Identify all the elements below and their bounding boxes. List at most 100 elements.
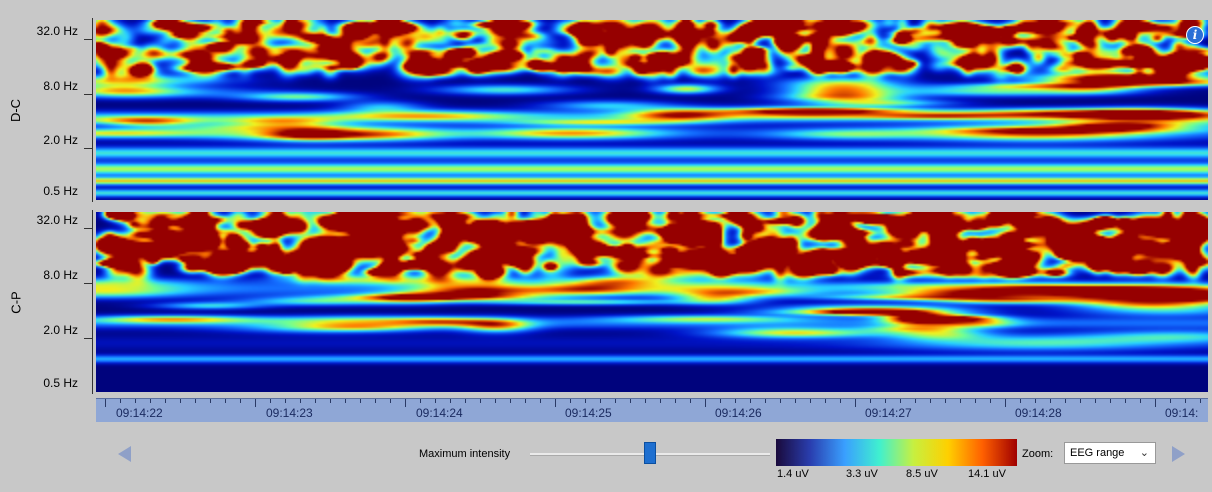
- time-tick: [300, 399, 301, 403]
- time-tick: [870, 399, 871, 403]
- spectrogram-c-p[interactable]: [96, 212, 1208, 392]
- time-label: 09:14:28: [1015, 406, 1062, 420]
- time-tick: [1200, 399, 1201, 403]
- time-tick: [1020, 399, 1021, 403]
- freq-tick-label: 0.5 Hz: [43, 184, 78, 198]
- time-tick: [420, 399, 421, 403]
- time-tick: [585, 399, 586, 403]
- spectrogram-d-c[interactable]: [96, 20, 1208, 200]
- time-tick: [690, 399, 691, 403]
- time-tick: [630, 399, 631, 403]
- time-label: 09:14:27: [865, 406, 912, 420]
- chevron-down-icon: ⌄: [1139, 447, 1149, 459]
- freq-tick-mark: [84, 94, 92, 95]
- freq-tick-label: 8.0 Hz: [43, 268, 78, 282]
- time-tick: [960, 399, 961, 403]
- time-tick: [180, 399, 181, 403]
- freq-tick-label: 2.0 Hz: [43, 133, 78, 147]
- time-tick: [120, 399, 121, 403]
- time-label: 09:14:22: [116, 406, 163, 420]
- time-tick: [765, 399, 766, 403]
- time-tick: [1050, 399, 1051, 403]
- time-tick: [1170, 399, 1171, 403]
- time-tick: [1140, 399, 1141, 403]
- freq-tick-label: 8.0 Hz: [43, 79, 78, 93]
- time-tick: [1110, 399, 1111, 403]
- time-tick: [735, 399, 736, 403]
- time-tick: [255, 399, 256, 407]
- time-tick: [1125, 399, 1126, 403]
- time-tick: [750, 399, 751, 403]
- freq-tick-mark: [84, 148, 92, 149]
- time-tick: [1005, 399, 1006, 407]
- time-tick: [390, 399, 391, 403]
- time-tick: [1185, 399, 1186, 403]
- zoom-select[interactable]: EEG range ⌄: [1064, 442, 1156, 464]
- time-tick: [195, 399, 196, 403]
- time-tick: [645, 399, 646, 403]
- time-tick: [285, 399, 286, 403]
- time-tick: [975, 399, 976, 403]
- time-label: 09:14:: [1165, 406, 1199, 420]
- time-tick: [375, 399, 376, 403]
- time-label: 09:14:23: [266, 406, 313, 420]
- time-tick: [135, 399, 136, 403]
- zoom-select-value: EEG range: [1070, 447, 1125, 459]
- time-tick: [495, 399, 496, 403]
- time-tick: [345, 399, 346, 403]
- next-page-icon[interactable]: [1172, 446, 1185, 462]
- zoom-label: Zoom:: [1022, 448, 1054, 460]
- time-label: 09:14:24: [416, 406, 463, 420]
- freq-tick-mark: [84, 39, 92, 40]
- time-tick: [405, 399, 406, 407]
- time-tick: [900, 399, 901, 403]
- time-label: 09:14:26: [715, 406, 762, 420]
- y-axis-line-2: [92, 210, 93, 394]
- time-tick: [360, 399, 361, 403]
- time-tick: [600, 399, 601, 403]
- time-tick: [660, 399, 661, 403]
- time-tick: [465, 399, 466, 403]
- color-scale-label: 3.3 uV: [846, 468, 878, 480]
- color-scale-label: 14.1 uV: [968, 468, 1006, 480]
- time-tick: [1095, 399, 1096, 403]
- time-tick: [720, 399, 721, 403]
- time-tick: [240, 399, 241, 403]
- info-icon[interactable]: i: [1186, 26, 1204, 44]
- time-tick: [540, 399, 541, 403]
- time-tick: [705, 399, 706, 407]
- time-tick: [1065, 399, 1066, 403]
- time-tick: [825, 399, 826, 403]
- max-intensity-slider-thumb[interactable]: [644, 442, 656, 464]
- time-tick: [150, 399, 151, 403]
- time-tick: [840, 399, 841, 403]
- channel-label-2: C-P: [8, 290, 24, 314]
- time-tick: [780, 399, 781, 403]
- time-tick: [855, 399, 856, 407]
- freq-tick-label: 0.5 Hz: [43, 376, 78, 390]
- time-tick: [990, 399, 991, 403]
- time-tick: [315, 399, 316, 403]
- color-scale-label: 1.4 uV: [777, 468, 809, 480]
- freq-tick-mark: [84, 338, 92, 339]
- color-scale-bar: [776, 439, 1017, 466]
- time-tick: [795, 399, 796, 403]
- time-tick: [1035, 399, 1036, 403]
- time-tick: [270, 399, 271, 403]
- freq-tick-label: 2.0 Hz: [43, 323, 78, 337]
- time-axis-line: [96, 398, 1208, 399]
- channel-label-1: D-C: [8, 98, 24, 122]
- time-tick: [435, 399, 436, 403]
- freq-tick-label: 32.0 Hz: [36, 213, 78, 227]
- time-tick: [885, 399, 886, 403]
- time-tick: [450, 399, 451, 403]
- time-tick: [570, 399, 571, 403]
- time-tick: [510, 399, 511, 403]
- time-tick: [1155, 399, 1156, 407]
- previous-page-icon[interactable]: [118, 446, 131, 462]
- time-tick: [945, 399, 946, 403]
- max-intensity-label: Maximum intensity: [419, 448, 511, 460]
- freq-tick-label: 32.0 Hz: [36, 24, 78, 38]
- time-tick: [210, 399, 211, 403]
- time-axis[interactable]: 09:14:22 09:14:23 09:14:24 09:14:25 09:1…: [96, 398, 1208, 422]
